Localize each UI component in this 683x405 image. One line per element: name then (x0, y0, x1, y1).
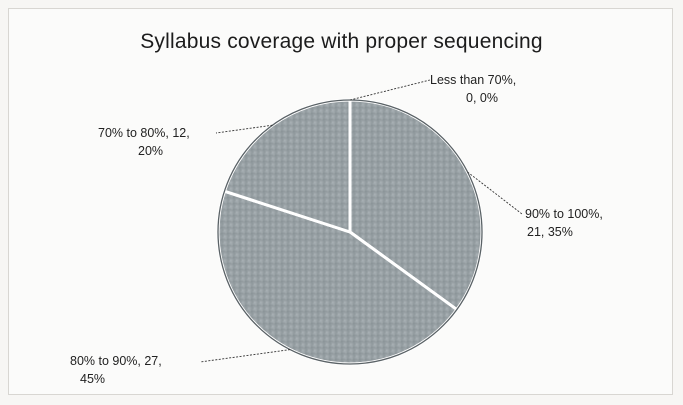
data-label-2-line-2: 21, 35% (527, 225, 573, 239)
data-label-2-line-1: 90% to 100%, (525, 207, 603, 221)
data-labels: Less than 70%, 0, 0% 90% to 100%, 21, 35% 80… (70, 73, 603, 386)
data-label-3-line-2: 45% (80, 372, 105, 386)
leader-lines (199, 79, 523, 363)
data-label-1-line-1: Less than 70%, (430, 73, 516, 87)
chart-title: Syllabus coverage with proper sequencing (140, 30, 543, 53)
leader-line-2 (467, 171, 523, 215)
data-label-4-line-2: 20% (138, 144, 163, 158)
data-label-1-line-2: 0, 0% (466, 91, 498, 105)
data-label-3-line-1: 80% to 90%, 27, (70, 354, 162, 368)
leader-line-4 (215, 124, 273, 134)
leader-line-3 (199, 349, 291, 363)
pie-slices (216, 98, 484, 366)
leader-line-1 (349, 79, 431, 101)
data-label-4-line-1: 70% to 80%, 12, (98, 126, 190, 140)
